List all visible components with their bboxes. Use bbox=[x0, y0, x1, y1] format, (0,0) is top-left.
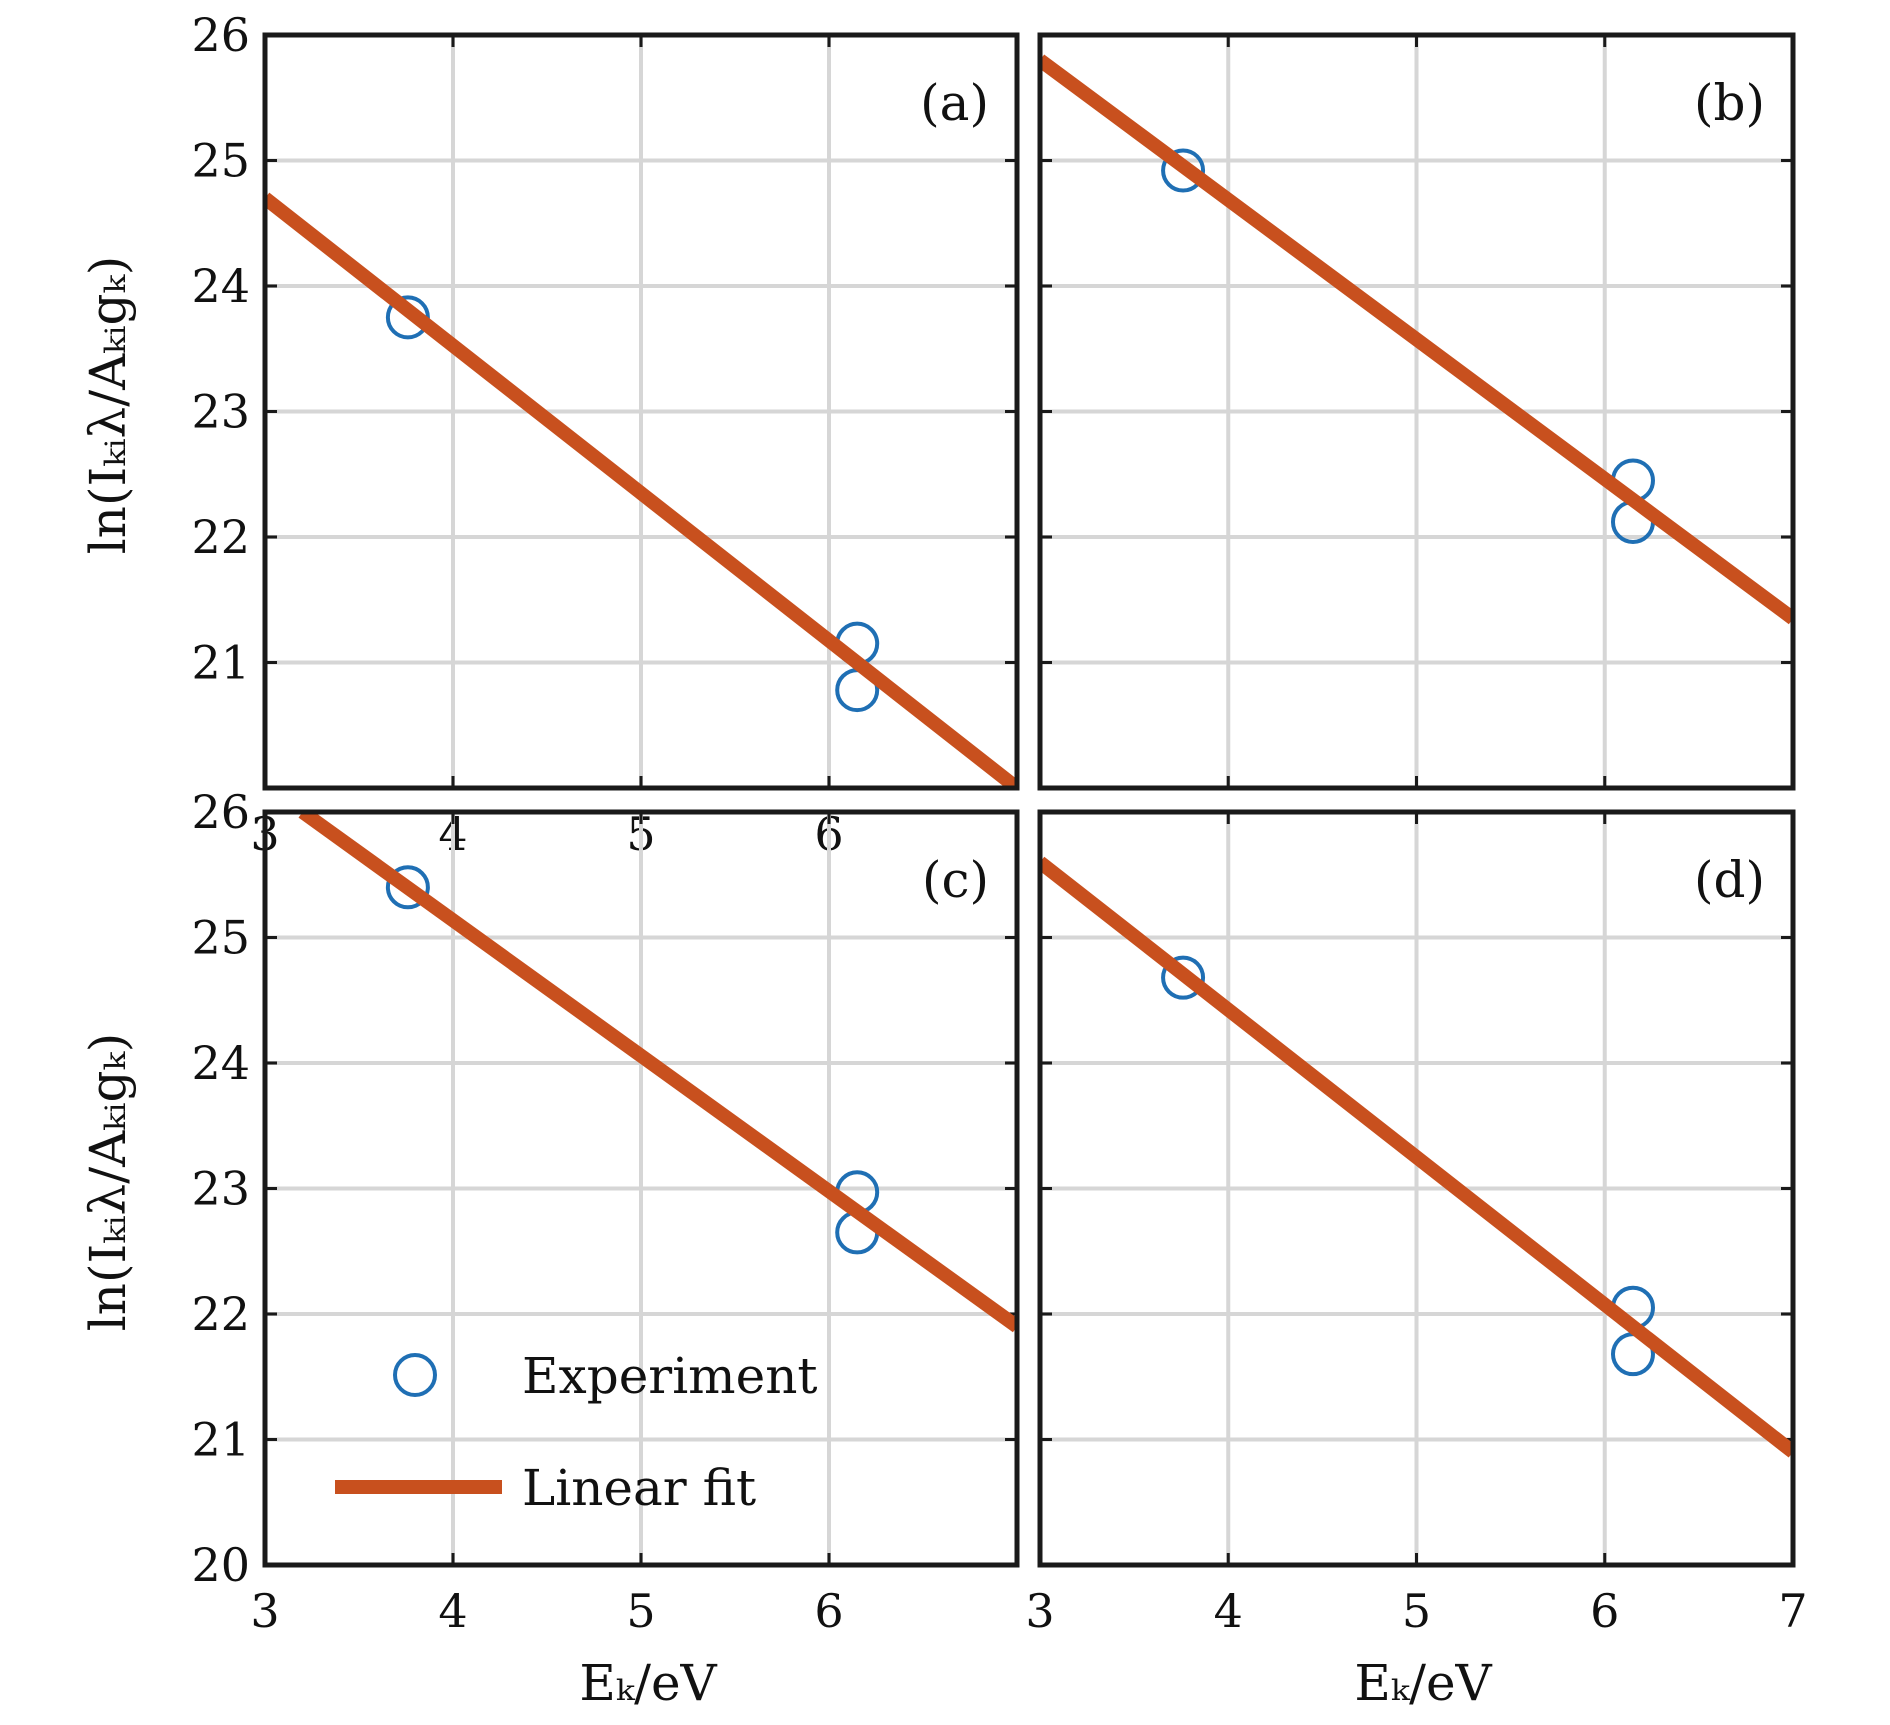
panel-c-xtick-label: 4 bbox=[438, 1584, 467, 1638]
panel-d-xtick-label: 4 bbox=[1214, 1584, 1243, 1638]
panels: (a) 3 4 5 6 21 22 23 24 25 26 (b) (c) 3 4 5 6 20 21 22 23 24 2… bbox=[191, 8, 1807, 1638]
panel-c-data-layer bbox=[298, 812, 1017, 1333]
panel-a-ytick-label: 22 bbox=[191, 510, 250, 564]
panel-c-ytick-label: 24 bbox=[191, 1036, 250, 1090]
panel-c-frame bbox=[262, 809, 1020, 1568]
legend-fit-label: Linear fit bbox=[522, 1459, 756, 1517]
panel-a-ytick-label: 25 bbox=[191, 134, 250, 188]
panel-d-xtick-label: 6 bbox=[1590, 1584, 1619, 1638]
panel-a-ytick-label: 23 bbox=[191, 385, 250, 439]
panel-b-data-layer bbox=[1040, 54, 1793, 625]
panel-d-xtick-label: 5 bbox=[1402, 1584, 1431, 1638]
panel-b-frame bbox=[1037, 32, 1796, 791]
panel-d-xtick-label: 3 bbox=[1025, 1584, 1054, 1638]
legend: Experiment Linear fit bbox=[335, 1347, 817, 1517]
panel-a-frame bbox=[262, 32, 1020, 791]
panel-d: (d) 3 4 5 6 7 bbox=[1025, 809, 1808, 1638]
y-axis-label-bottom: ln(Iₖᵢλ/Aₖᵢgₖ) bbox=[79, 1033, 137, 1331]
panel-b-label: (b) bbox=[1694, 74, 1765, 132]
panel-a-fit-line bbox=[265, 192, 1017, 788]
panel-c-xtick-label: 5 bbox=[626, 1584, 655, 1638]
legend-experiment-label: Experiment bbox=[522, 1347, 817, 1405]
panel-c-ytick-label: 22 bbox=[191, 1287, 250, 1341]
panel-c-experiment-point bbox=[385, 865, 430, 910]
x-axis-label-right: Eₖ/eV bbox=[1354, 1654, 1492, 1712]
panel-c-ytick-label: 20 bbox=[191, 1538, 250, 1592]
panel-a-data-layer bbox=[265, 192, 1017, 788]
panel-a-ytick-label: 26 bbox=[191, 8, 250, 62]
panel-a: (a)3456212223242526 bbox=[191, 8, 1020, 861]
panel-a-label: (a) bbox=[920, 74, 989, 132]
y-axis-label-top: ln(Iₖᵢλ/Aₖᵢgₖ) bbox=[79, 256, 137, 554]
panel-c-ytick-label: 23 bbox=[191, 1162, 250, 1216]
panel-c-label: (c) bbox=[922, 851, 989, 909]
panel-c-fit-line bbox=[298, 812, 1017, 1333]
panel-d-label: (d) bbox=[1694, 851, 1765, 909]
panel-b: (b) bbox=[1037, 32, 1796, 791]
panel-c-ytick-label: 25 bbox=[191, 911, 250, 965]
panel-d-data-layer bbox=[1040, 856, 1793, 1458]
x-axis-label-left: Eₖ/eV bbox=[579, 1654, 717, 1712]
panel-c-xtick-label: 3 bbox=[250, 1584, 279, 1638]
panel-b-experiment-point bbox=[1161, 148, 1206, 193]
panel-d-xtick-label: 7 bbox=[1778, 1584, 1807, 1638]
legend-experiment-marker bbox=[393, 1353, 437, 1397]
panel-c-xtick-label: 6 bbox=[814, 1584, 843, 1638]
panel-a-ytick-label: 24 bbox=[191, 259, 250, 313]
panel-c-ytick-label: 26 bbox=[191, 785, 250, 839]
panel-d-frame bbox=[1037, 809, 1796, 1568]
panel-d-experiment-point bbox=[1161, 955, 1206, 1000]
panel-c: (c) 3 4 5 6 20 21 22 23 24 25 26 bbox=[191, 785, 1020, 1638]
panel-d-fit-line bbox=[1040, 856, 1793, 1458]
panel-c-ytick-label: 21 bbox=[191, 1413, 250, 1467]
panel-a-ytick-label: 21 bbox=[191, 636, 250, 690]
panel-b-fit-line bbox=[1040, 54, 1793, 625]
